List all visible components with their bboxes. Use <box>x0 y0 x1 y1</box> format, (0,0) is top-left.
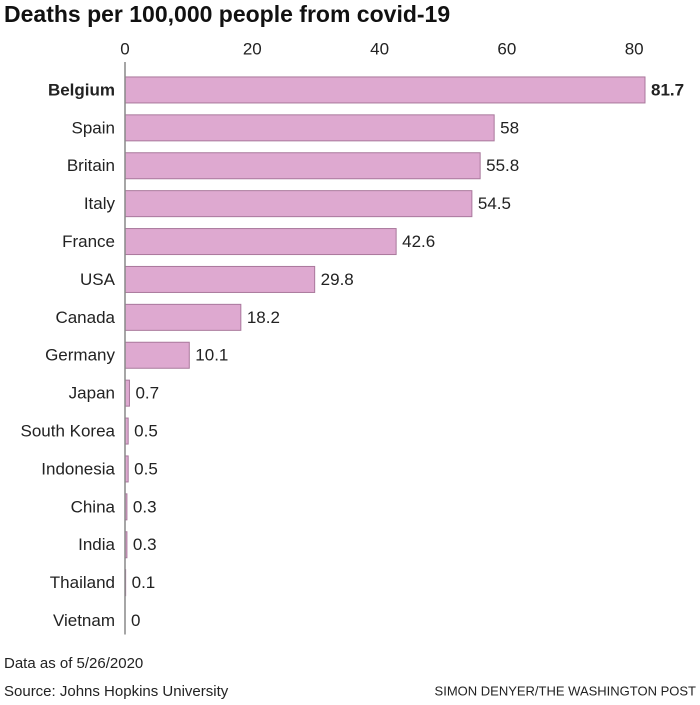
note: Source: Johns Hopkins University <box>4 683 229 700</box>
y-tick-label: France <box>62 232 115 251</box>
x-tick-label: 60 <box>497 39 516 58</box>
y-tick-label: Japan <box>69 384 115 403</box>
value-label: 0.5 <box>134 459 158 478</box>
credit: SIMON DENYER/THE WASHINGTON POST <box>435 683 697 698</box>
bar <box>124 190 473 218</box>
value-label: 0 <box>131 611 140 630</box>
bar <box>124 341 190 369</box>
y-tick-label: India <box>78 535 115 554</box>
bar <box>124 265 316 293</box>
x-tick-label: 20 <box>243 39 262 58</box>
value-label: 0.3 <box>133 535 157 554</box>
y-tick-label: China <box>71 497 116 516</box>
bar <box>124 303 242 331</box>
y-tick-label: Canada <box>55 308 115 327</box>
value-label: 55.8 <box>486 156 519 175</box>
chart-title: Deaths per 100,000 people from covid-19 <box>4 1 450 27</box>
x-tick-label: 80 <box>625 39 644 58</box>
bar <box>124 228 397 256</box>
value-label: 0.3 <box>133 497 157 516</box>
y-tick-label: South Korea <box>20 422 115 441</box>
value-label: 81.7 <box>651 80 684 99</box>
value-label: 58 <box>500 118 519 137</box>
value-label: 0.1 <box>132 573 156 592</box>
value-label: 54.5 <box>478 194 511 213</box>
value-label: 29.8 <box>321 270 354 289</box>
x-tick-label: 40 <box>370 39 389 58</box>
y-tick-label: Vietnam <box>53 611 115 630</box>
value-label: 42.6 <box>402 232 435 251</box>
value-label: 18.2 <box>247 308 280 327</box>
note: Data as of 5/26/2020 <box>4 655 143 672</box>
value-label: 0.5 <box>134 422 158 441</box>
y-tick-label: Spain <box>72 118 115 137</box>
y-tick-label: Thailand <box>50 573 115 592</box>
y-tick-label: USA <box>80 270 116 289</box>
y-tick-label: Italy <box>84 194 116 213</box>
y-tick-label: Britain <box>67 156 115 175</box>
bar <box>124 76 646 104</box>
x-tick-label: 0 <box>120 39 129 58</box>
y-tick-label: Indonesia <box>41 459 115 478</box>
y-tick-label: Germany <box>45 346 115 365</box>
value-label: 10.1 <box>195 346 228 365</box>
y-tick-label: Belgium <box>48 80 115 99</box>
bar <box>124 114 495 142</box>
value-label: 0.7 <box>135 384 159 403</box>
bar <box>124 152 481 180</box>
